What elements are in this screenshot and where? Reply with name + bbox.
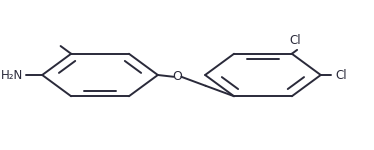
Text: Cl: Cl: [289, 34, 301, 47]
Text: H₂N: H₂N: [1, 69, 23, 81]
Text: Cl: Cl: [335, 69, 347, 81]
Text: O: O: [172, 70, 182, 83]
